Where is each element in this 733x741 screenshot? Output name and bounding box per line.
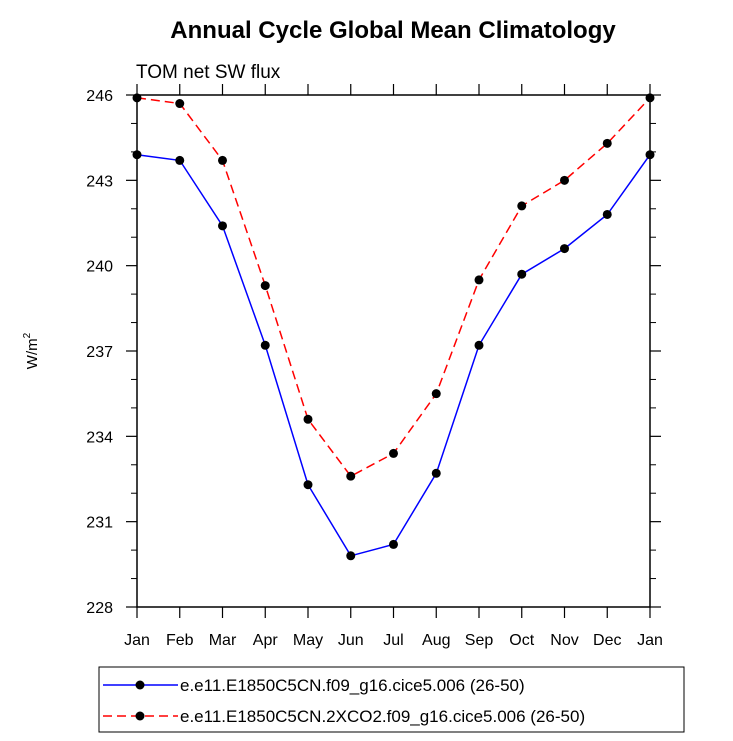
legend-box [98, 666, 685, 733]
series-2-point [346, 471, 356, 481]
x-tick-label: Oct [509, 632, 534, 649]
series-2-point [645, 93, 655, 103]
x-tick-label: Aug [422, 632, 450, 649]
series-1-point [175, 155, 185, 165]
series-1-point [560, 244, 569, 254]
y-tick-label: 231 [86, 515, 113, 532]
series-1-point [132, 150, 142, 160]
x-tick-label: Jan [124, 632, 150, 649]
series-1-point [389, 539, 398, 549]
legend-label-1: e.e11.E1850C5CN.f09_g16.cice5.006 (26-50… [180, 676, 525, 695]
series-1-point [260, 340, 270, 350]
series-1-point [602, 209, 612, 219]
x-tick-label: Nov [550, 632, 578, 649]
series-2-point [132, 93, 142, 103]
series-2-point [260, 281, 270, 291]
series-1-point [218, 221, 227, 231]
chart-subtitle: TOM net SW flux [136, 62, 281, 83]
series-line-1 [136, 153, 651, 557]
x-tick-label: Sep [465, 632, 494, 649]
x-tick-label: Apr [253, 632, 279, 649]
series-2-point [560, 175, 569, 185]
series-line-2 [136, 97, 651, 478]
legend: e.e11.E1850C5CN.f09_g16.cice5.006 (26-50… [103, 676, 585, 726]
series-1-point [303, 480, 313, 490]
y-tick-label: 243 [86, 173, 113, 190]
x-tick-label: Jan [637, 632, 663, 649]
x-tick-label: Mar [209, 632, 237, 649]
y-tick-label: 246 [86, 88, 113, 105]
x-tick-label: Jun [338, 632, 364, 649]
y-tick-label: 228 [86, 600, 113, 617]
y-tick-label: 237 [86, 344, 113, 361]
x-tick-label: Jul [383, 632, 403, 649]
y-axis-label-superscript: 2 [22, 332, 33, 338]
series-2-point [602, 138, 612, 148]
x-tick-label: Feb [166, 632, 194, 649]
series-2-point [218, 155, 227, 165]
series-1-point [474, 340, 484, 350]
series-2-point [431, 389, 441, 399]
series-2-point [517, 201, 527, 211]
series-group [132, 93, 655, 561]
x-tick-label: May [293, 632, 323, 649]
y-axis-label: W/m2 [22, 332, 41, 369]
plot-frame [136, 94, 651, 608]
series-2-point [389, 448, 398, 458]
series-1-point [517, 269, 527, 279]
legend-marker-2 [135, 711, 145, 721]
y-tick-label: 240 [86, 259, 113, 276]
series-2-point [303, 414, 313, 424]
x-axis-ticks: Jan Feb Mar Apr May Jun Jul Aug Sep Oct Nov Dec Jan [124, 84, 663, 649]
chart-title: Annual Cycle Global Mean Climatology [170, 17, 616, 44]
y-axis-ticks: 228 231 234 237 240 243 246 [86, 88, 661, 617]
series-2-point [175, 99, 185, 109]
legend-marker-1 [135, 680, 145, 690]
series-2-point [474, 275, 484, 285]
series-1-point [645, 150, 655, 160]
legend-label-2: e.e11.E1850C5CN.2XCO2.f09_g16.cice5.006 … [180, 707, 585, 726]
x-tick-label: Dec [593, 632, 621, 649]
series-1-point [431, 468, 441, 478]
series-1-point [346, 551, 356, 561]
y-tick-label: 234 [86, 429, 113, 446]
